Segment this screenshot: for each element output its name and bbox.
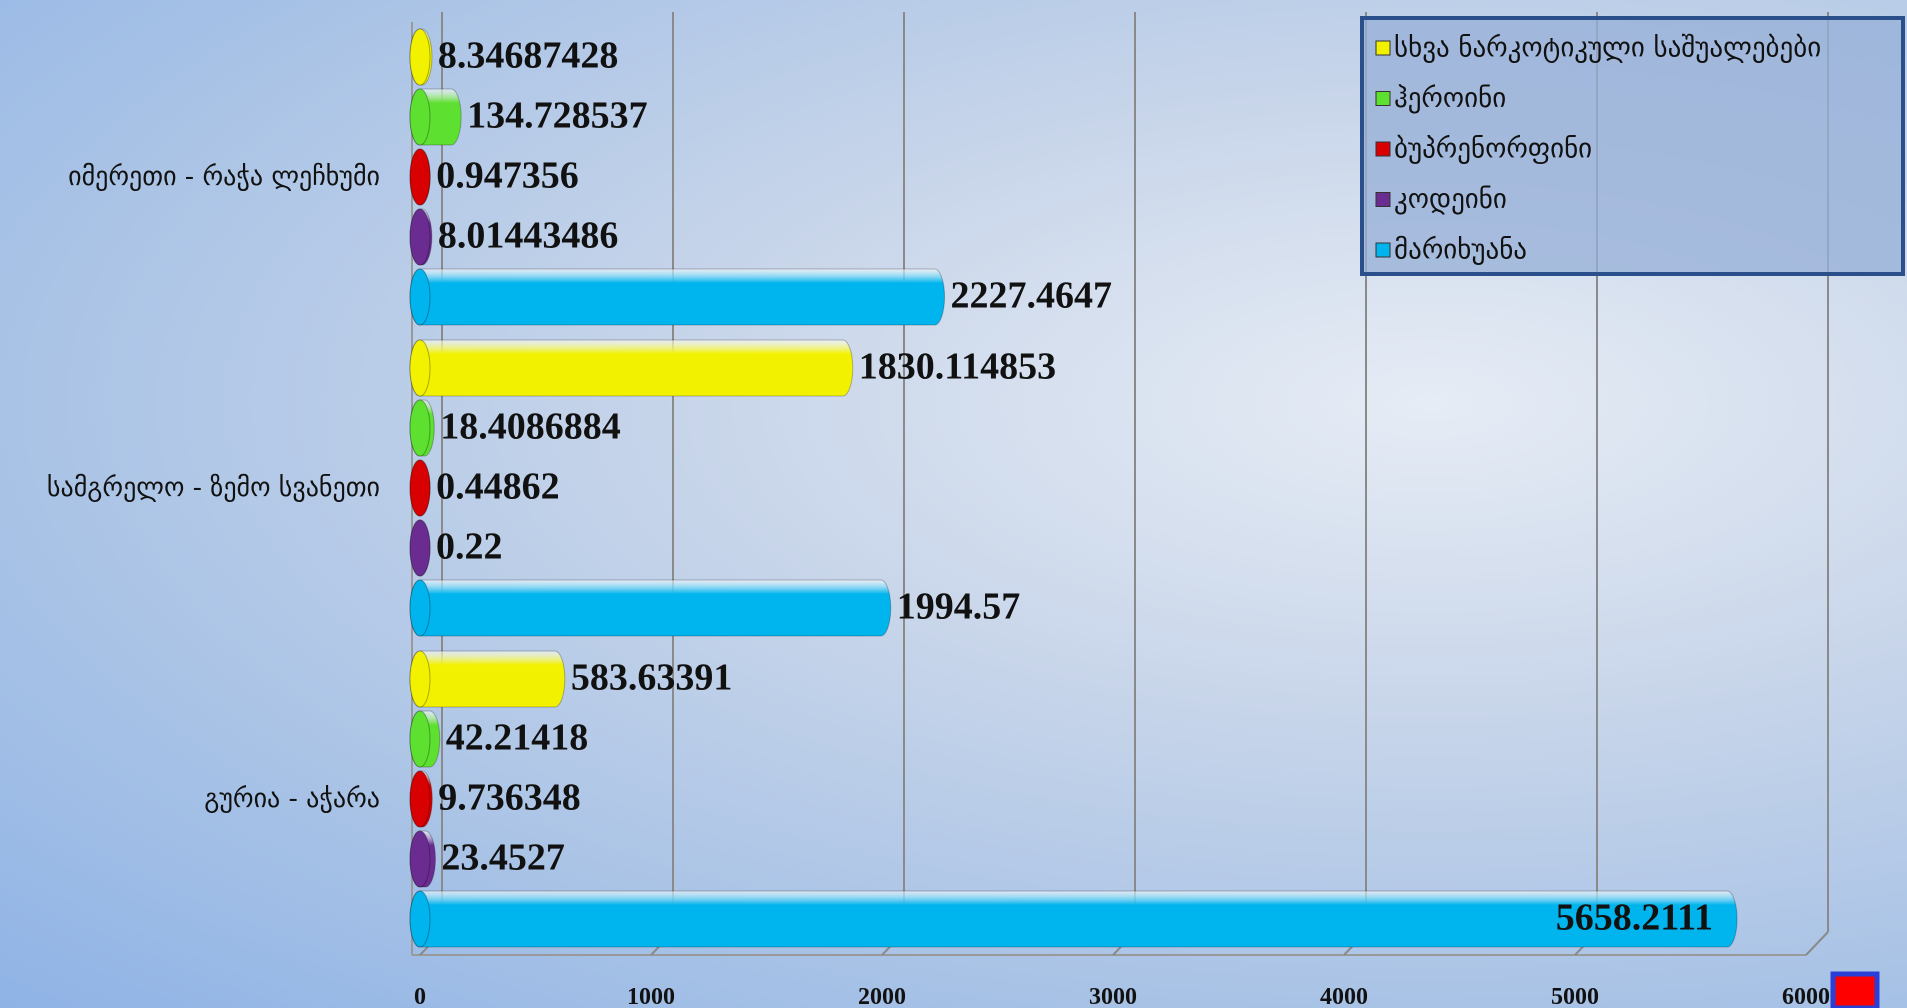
corner-decoration xyxy=(1830,971,1880,1008)
legend-label: სხვა ნარკოტიკული საშუალებები xyxy=(1394,33,1821,64)
legend-swatch xyxy=(1375,91,1391,106)
bar-cap xyxy=(409,830,431,888)
value-label: 1994.57 xyxy=(897,586,1021,628)
tick-mark xyxy=(1805,931,1829,956)
category-label: სამგრელო - ზემო სვანეთი xyxy=(46,473,380,503)
legend-label: კოდეინი xyxy=(1394,184,1507,215)
bar-cap xyxy=(409,399,431,457)
bar-cap xyxy=(409,208,431,266)
x-tick-label: 5000 xyxy=(1551,984,1599,1008)
value-label: 134.728537 xyxy=(467,95,648,137)
value-label: 8.01443486 xyxy=(438,215,618,257)
bar-cap xyxy=(409,339,431,397)
bar-cap xyxy=(409,710,431,768)
legend-swatch xyxy=(1375,141,1391,157)
bar-cap xyxy=(409,459,431,517)
value-label: 8.34687428 xyxy=(438,35,618,77)
value-label: 18.4086884 xyxy=(440,406,621,448)
bar xyxy=(409,890,1738,948)
bar xyxy=(409,268,946,326)
bar-cap xyxy=(409,890,431,948)
legend-swatch xyxy=(1375,242,1391,258)
x-tick-label: 1000 xyxy=(627,984,675,1008)
legend-label: ბუპრენორფინი xyxy=(1394,134,1592,165)
legend-label: მარიხუანა xyxy=(1394,235,1527,266)
value-label: 1830.114853 xyxy=(859,346,1056,388)
category-label: იმერეთი - რაჭა ლეჩხუმი xyxy=(68,162,380,192)
bar-cap xyxy=(409,268,431,326)
value-label: 0.947356 xyxy=(436,155,579,197)
bar-cap xyxy=(409,88,431,146)
bar-cap xyxy=(409,650,431,708)
value-label: 5658.2111 xyxy=(1556,897,1713,939)
x-tick-label: 4000 xyxy=(1320,984,1368,1008)
x-tick-label: 6000 xyxy=(1782,984,1830,1008)
bar-cap xyxy=(409,519,431,577)
bar-cap xyxy=(409,770,431,828)
value-label: 583.63391 xyxy=(571,657,733,699)
legend-label: ჰეროინი xyxy=(1394,83,1506,114)
category-label: გურია - აჭარა xyxy=(204,784,380,814)
value-label: 9.736348 xyxy=(438,777,581,819)
legend-swatch xyxy=(1375,192,1391,207)
x-tick-label: 0 xyxy=(414,984,426,1008)
bar xyxy=(409,579,892,637)
value-label: 23.4527 xyxy=(441,837,565,879)
value-label: 2227.4647 xyxy=(951,275,1113,317)
bar-cap xyxy=(409,148,431,206)
bar xyxy=(409,650,566,708)
bar xyxy=(409,339,854,397)
bar-cap xyxy=(409,579,431,637)
x-tick-label: 3000 xyxy=(1089,984,1137,1008)
bar-cap xyxy=(409,28,431,86)
value-label: 0.44862 xyxy=(436,466,560,508)
value-label: 42.21418 xyxy=(446,717,589,759)
x-tick-label: 2000 xyxy=(858,984,906,1008)
value-label: 0.22 xyxy=(436,526,503,568)
legend-box xyxy=(1360,16,1905,276)
legend-swatch xyxy=(1375,40,1391,56)
